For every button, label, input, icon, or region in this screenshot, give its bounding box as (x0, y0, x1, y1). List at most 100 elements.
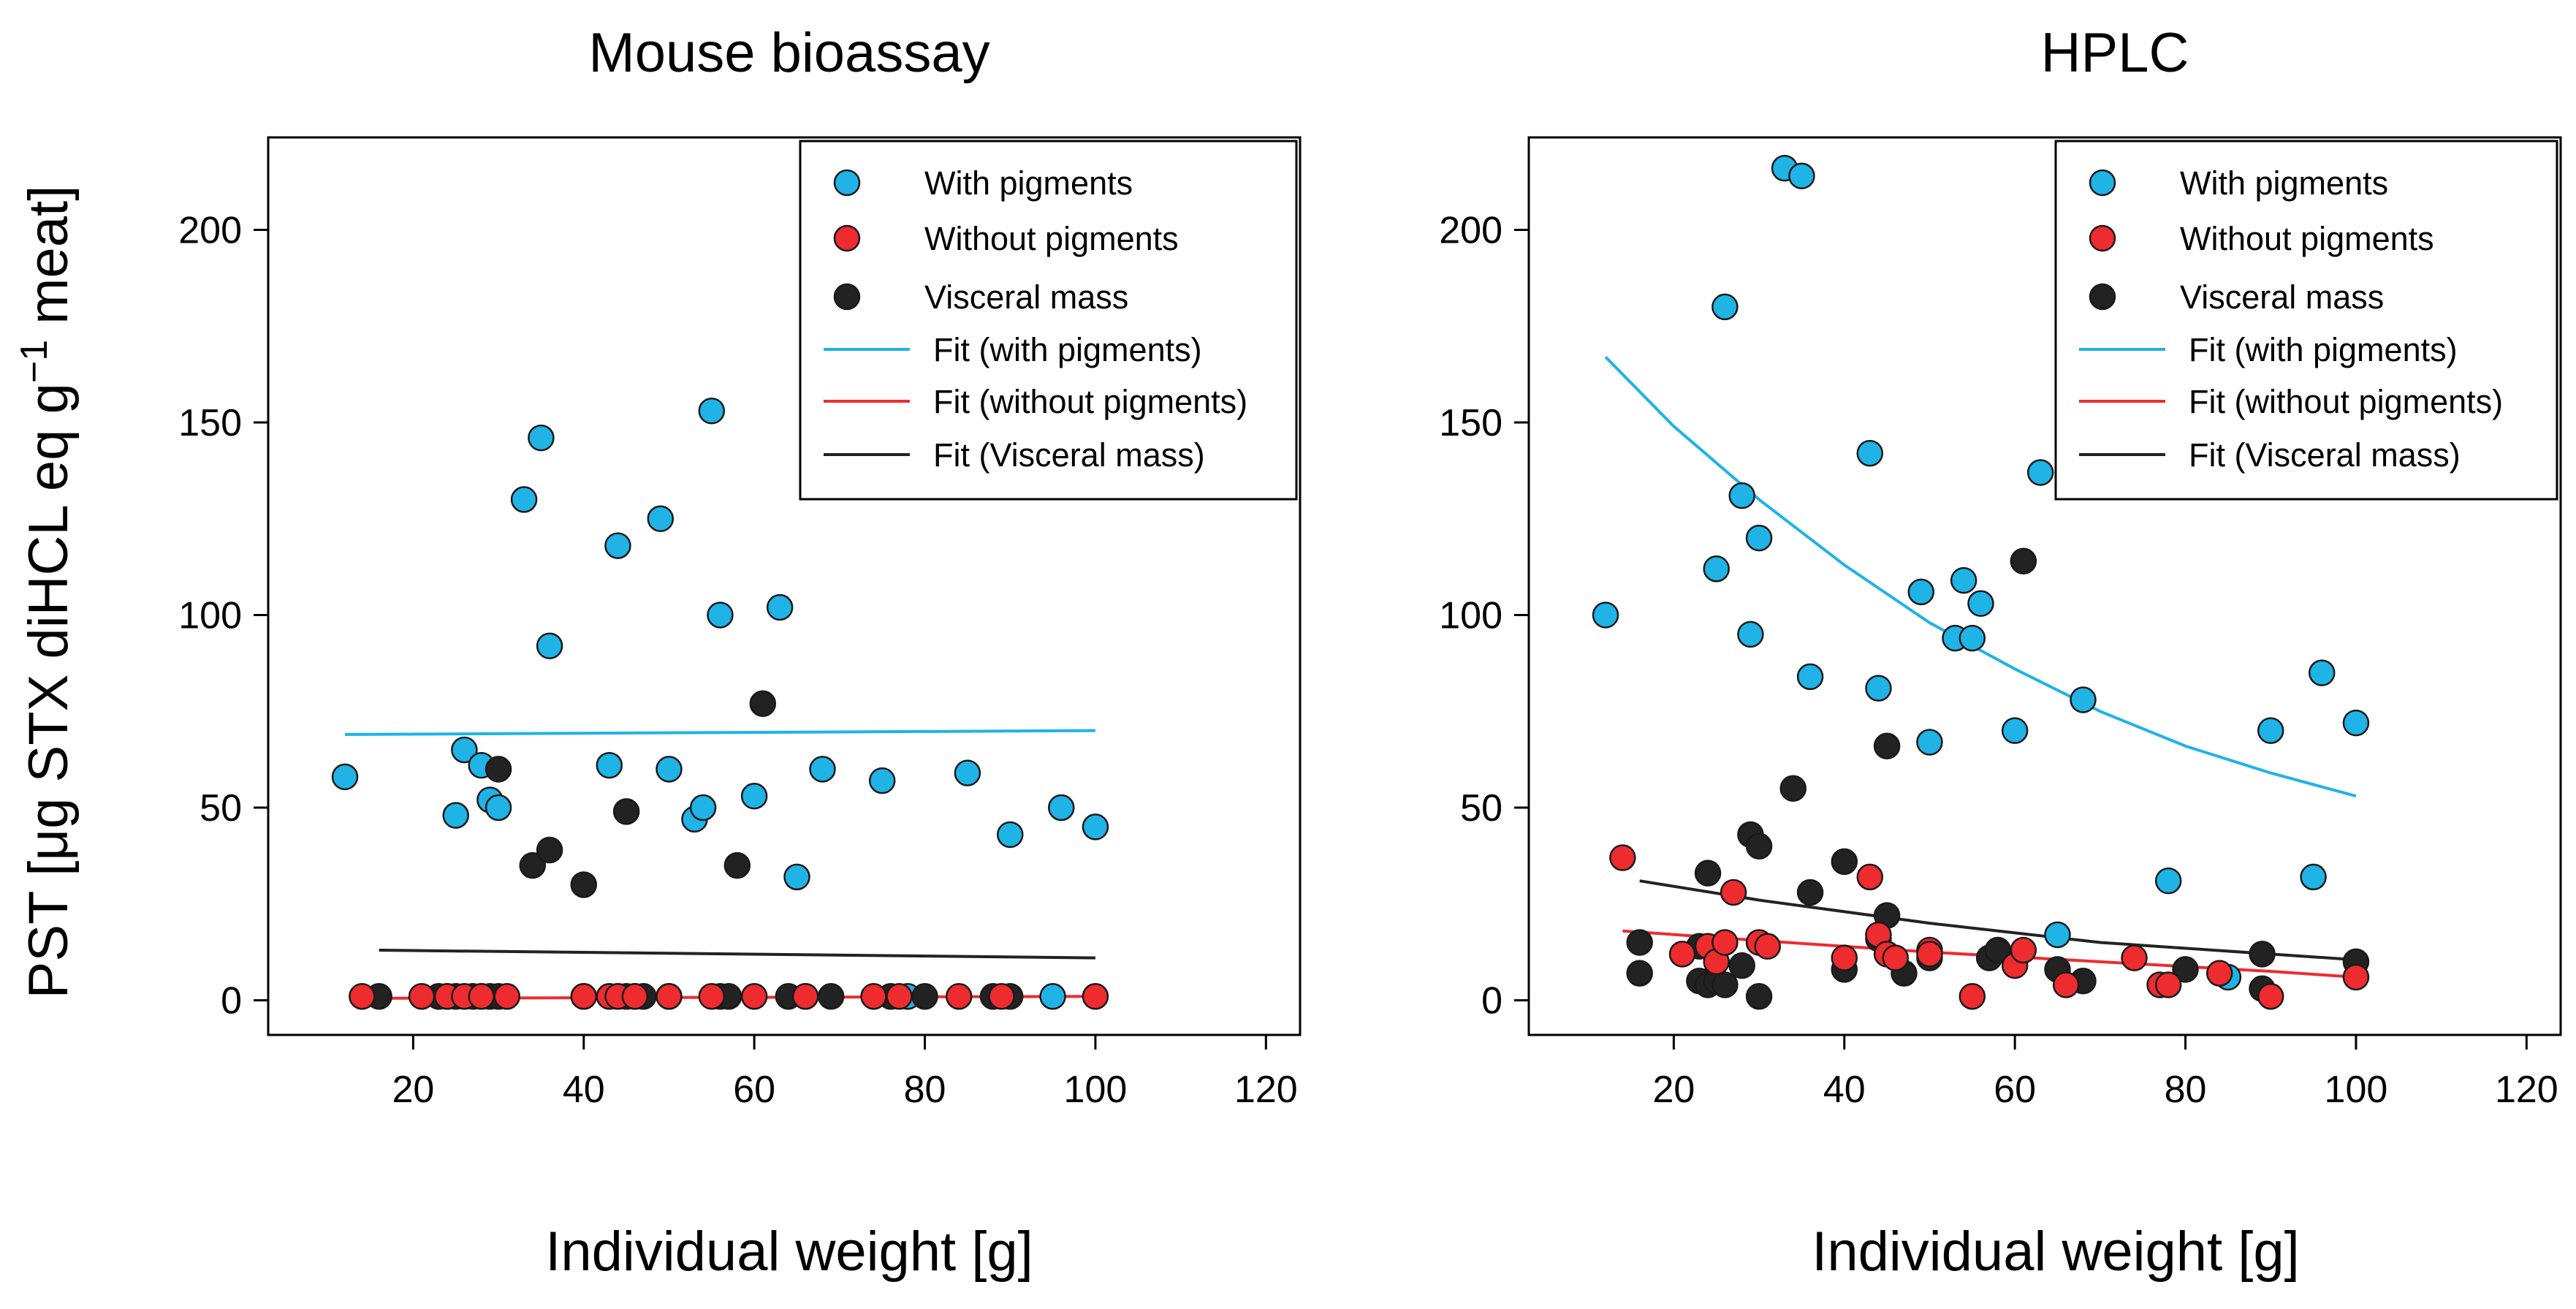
point-with-pigments (331, 763, 359, 791)
fit-line-fit-visceral-mass (379, 949, 1095, 960)
point-with-pigments (707, 602, 734, 629)
point-without-pigments (1082, 983, 1109, 1010)
y-tick-label: 50 (1460, 787, 1502, 830)
point-with-pigments (2300, 863, 2327, 891)
point-with-pigments (766, 593, 794, 621)
legend: With pigments Without pigments Visceral … (2054, 140, 2558, 501)
point-without-pigments (698, 983, 726, 1010)
point-without-pigments (2205, 960, 2233, 987)
point-visceral-mass (570, 871, 598, 898)
panel-hplc: HPLC 20 40 60 80 100 120 0 50 100 150 200 Individ… (1439, 22, 2562, 1283)
point-with-pigments (689, 794, 717, 822)
point-without-pigments (2257, 983, 2284, 1010)
point-visceral-mass (1745, 983, 1773, 1010)
legend-label-with-pigments: With pigments (924, 164, 1133, 202)
point-with-pigments (1958, 624, 1986, 652)
point-without-pigments (493, 983, 520, 1010)
point-with-pigments (2044, 921, 2071, 949)
legend-marker-with-pigments (2089, 169, 2116, 197)
x-axis-title: Individual weight [g] (545, 1221, 1033, 1283)
point-visceral-mass (1728, 952, 1755, 979)
point-without-pigments (1916, 941, 1943, 968)
x-tick-label: 120 (2495, 1069, 2558, 1111)
point-with-pigments (809, 756, 836, 783)
x-tick-label: 80 (904, 1069, 946, 1111)
point-visceral-mass (1796, 879, 1824, 906)
point-without-pigments (2052, 971, 2080, 998)
point-visceral-mass (723, 851, 751, 879)
y-axis-title-superscript: −1 (13, 340, 56, 383)
plot-frame (1527, 136, 2562, 1036)
y-tick-label: 150 (178, 402, 242, 444)
panel-mouse-bioassay: Mouse bioassay 20 40 60 80 100 120 0 50 100 150 2… (178, 22, 1302, 1283)
point-visceral-mass (817, 983, 845, 1010)
point-without-pigments (1609, 844, 1636, 871)
point-with-pigments (1796, 663, 1824, 691)
point-without-pigments (1831, 944, 1858, 971)
point-with-pigments (954, 759, 981, 786)
fit-line-fit-with-pigments (345, 729, 1095, 736)
point-with-pigments (510, 486, 538, 513)
point-visceral-mass (911, 983, 938, 1010)
y-tick-label: 200 (178, 209, 242, 251)
point-without-pigments (1711, 929, 1739, 956)
plot-frame (267, 136, 1302, 1036)
legend-marker-with-pigments (833, 169, 861, 197)
point-with-pigments (740, 782, 768, 810)
legend-box (2054, 140, 2558, 501)
y-axis: 0 50 100 150 200 (1439, 209, 1529, 1022)
point-with-pigments (1967, 590, 1994, 617)
x-tick-label: 60 (1994, 1069, 2036, 1111)
point-without-pigments (468, 983, 495, 1010)
x-axis-title: Individual weight [g] (1812, 1221, 2300, 1283)
point-visceral-mass (1779, 775, 1807, 802)
legend-label-visceral-mass: Visceral mass (924, 278, 1128, 316)
point-visceral-mass (1626, 960, 1653, 987)
point-with-pigments (1865, 675, 1892, 702)
y-axis-title-tail: meat] (18, 186, 80, 340)
x-tick-label: 40 (1823, 1069, 1866, 1111)
x-tick-label: 120 (1234, 1069, 1298, 1111)
point-with-pigments (1788, 162, 1815, 189)
point-with-pigments (442, 802, 469, 829)
y-tick-label: 0 (221, 980, 242, 1022)
point-with-pigments (656, 756, 683, 783)
point-with-pigments (783, 863, 810, 891)
point-without-pigments (621, 983, 649, 1010)
y-tick-label: 100 (1439, 595, 1502, 637)
legend-marker-visceral-mass (2089, 283, 2116, 311)
point-with-pigments (868, 767, 896, 794)
point-with-pigments (1737, 621, 1764, 648)
point-with-pigments (2001, 717, 2029, 744)
point-visceral-mass (2249, 941, 2276, 968)
point-with-pigments (1728, 482, 1755, 509)
point-with-pigments (1039, 983, 1066, 1010)
point-with-pigments (2070, 686, 2097, 713)
legend-label-fit-with-pigments: Fit (with pigments) (2189, 331, 2458, 368)
point-with-pigments (451, 736, 478, 764)
point-without-pigments (1720, 879, 1747, 906)
x-tick-label: 100 (1064, 1069, 1128, 1111)
point-with-pigments (1745, 524, 1773, 552)
y-tick-label: 0 (1481, 980, 1502, 1022)
point-with-pigments (2309, 659, 2336, 686)
point-with-pigments (1950, 566, 1977, 594)
point-with-pigments (1856, 439, 1884, 467)
point-without-pigments (886, 983, 913, 1010)
legend-label-without-pigments: Without pigments (924, 220, 1179, 257)
point-visceral-mass (749, 690, 777, 717)
legend-label-with-pigments: With pigments (2180, 164, 2388, 202)
point-without-pigments (1958, 983, 1986, 1010)
point-without-pigments (2010, 936, 2037, 964)
legend-box (799, 140, 1298, 501)
point-with-pigments (1711, 293, 1739, 321)
point-without-pigments (740, 983, 768, 1010)
legend-marker-without-pigments (833, 224, 861, 252)
point-visceral-mass (2010, 547, 2037, 574)
y-axis-title: PST [μg STX diHCL eq g−1 meat] (13, 186, 80, 999)
point-visceral-mass (1626, 929, 1653, 956)
point-without-pigments (2342, 963, 2370, 991)
point-with-pigments (1048, 794, 1075, 822)
point-with-pigments (2257, 717, 2284, 744)
point-without-pigments (791, 983, 819, 1010)
